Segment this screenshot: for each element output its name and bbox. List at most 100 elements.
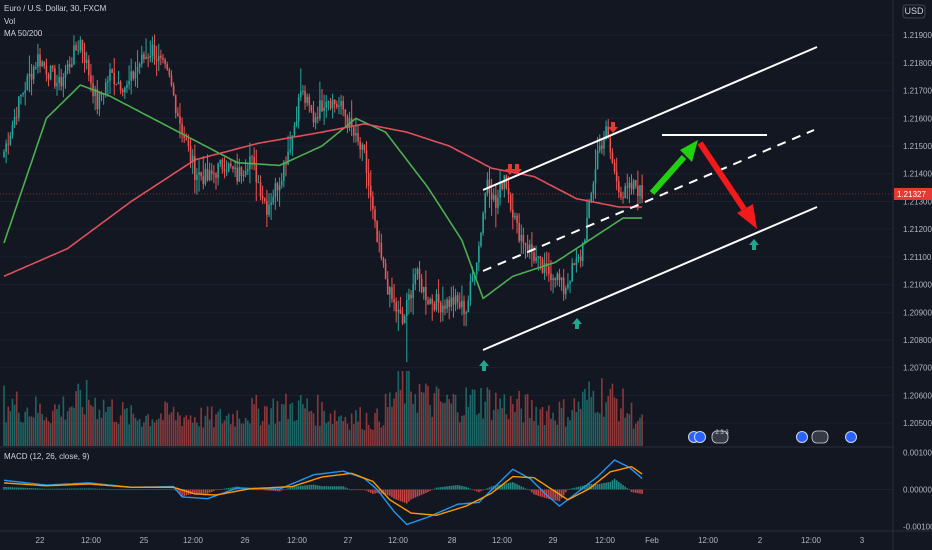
candle-body[interactable] [274,183,277,197]
candle-body[interactable] [268,204,270,215]
candle-body[interactable] [522,234,525,243]
candle-body[interactable] [90,75,92,84]
candle-body[interactable] [234,167,236,169]
event-badge[interactable] [845,431,857,443]
candle-body[interactable] [162,57,164,60]
candle-body[interactable] [533,252,535,261]
candle-body[interactable] [567,283,569,288]
candle-body[interactable] [628,182,631,188]
channel-mid-line[interactable] [482,129,815,272]
candle-body[interactable] [461,300,463,308]
candle-body[interactable] [15,116,18,118]
candle-body[interactable] [219,159,222,164]
candle-body[interactable] [562,277,565,295]
candle-body[interactable] [607,126,609,139]
candle-body[interactable] [484,193,487,213]
candle-body[interactable] [594,169,597,184]
candle-body[interactable] [177,113,179,116]
candle-body[interactable] [342,100,344,110]
candle-body[interactable] [225,171,228,173]
candle-body[interactable] [98,92,101,110]
candle-body[interactable] [272,196,275,203]
candle-body[interactable] [488,179,491,193]
candle-body[interactable] [240,167,243,177]
candle-body[interactable] [117,81,120,85]
candle-body[interactable] [456,295,459,303]
candle-body[interactable] [446,299,448,309]
candle-body[interactable] [200,172,202,177]
candle-body[interactable] [554,278,556,281]
candle-body[interactable] [378,242,381,244]
candle-body[interactable] [431,298,434,304]
flag-badge[interactable] [811,430,829,444]
candle-body[interactable] [255,163,258,183]
candle-body[interactable] [130,71,132,82]
candle-body[interactable] [238,167,241,182]
candle-body[interactable] [467,300,470,313]
candle-body[interactable] [206,169,209,181]
candle-body[interactable] [79,39,82,50]
candle-body[interactable] [194,155,196,180]
candle-body[interactable] [56,83,58,87]
candle-body[interactable] [196,174,198,180]
candle-body[interactable] [134,72,137,79]
candle-body[interactable] [429,298,431,304]
candle-body[interactable] [37,54,39,67]
candle-body[interactable] [475,262,478,275]
candle-body[interactable] [109,69,111,81]
candle-body[interactable] [223,168,226,172]
candle-body[interactable] [51,66,54,69]
candle-body[interactable] [185,138,188,140]
candle-body[interactable] [569,281,571,284]
candle-body[interactable] [71,64,73,67]
candle-body[interactable] [482,212,484,233]
candle-body[interactable] [490,192,493,200]
candle-body[interactable] [626,186,629,188]
candle-body[interactable] [331,99,334,109]
candle-body[interactable] [543,263,546,273]
candle-body[interactable] [213,173,215,175]
candle-body[interactable] [603,138,605,149]
candle-body[interactable] [372,196,374,210]
candle-body[interactable] [64,70,67,78]
candle-body[interactable] [444,305,446,309]
candle-body[interactable] [615,171,618,182]
candle-body[interactable] [276,183,279,191]
candle-body[interactable] [596,150,599,170]
candle-body[interactable] [558,273,561,281]
candle-body[interactable] [242,175,245,177]
candle-body[interactable] [304,90,306,103]
candle-body[interactable] [28,73,31,77]
candle-body[interactable] [624,186,626,199]
candle-body[interactable] [81,39,84,52]
candle-body[interactable] [113,72,116,84]
candle-body[interactable] [486,179,489,194]
candle-body[interactable] [346,116,349,127]
candle-body[interactable] [244,171,247,176]
candle-body[interactable] [289,149,291,152]
candle-body[interactable] [153,44,156,60]
candle-body[interactable] [88,59,90,76]
candle-body[interactable] [291,135,294,150]
candle-body[interactable] [60,76,63,87]
candle-body[interactable] [107,80,109,83]
candle-body[interactable] [450,297,453,307]
candle-body[interactable] [236,167,238,182]
candle-body[interactable] [198,172,200,175]
candle-body[interactable] [62,77,65,87]
candle-body[interactable] [217,163,219,178]
candle-body[interactable] [49,66,52,80]
candle-body[interactable] [75,45,77,51]
candle-body[interactable] [5,143,7,152]
candle-body[interactable] [528,244,531,251]
candle-body[interactable] [480,232,482,247]
candle-body[interactable] [210,170,213,174]
candle-body[interactable] [26,76,29,91]
candle-body[interactable] [189,145,192,162]
candle-body[interactable] [47,74,50,80]
candle-body[interactable] [531,244,533,253]
candle-body[interactable] [416,268,419,275]
candle-body[interactable] [300,91,302,98]
candle-body[interactable] [514,215,516,218]
